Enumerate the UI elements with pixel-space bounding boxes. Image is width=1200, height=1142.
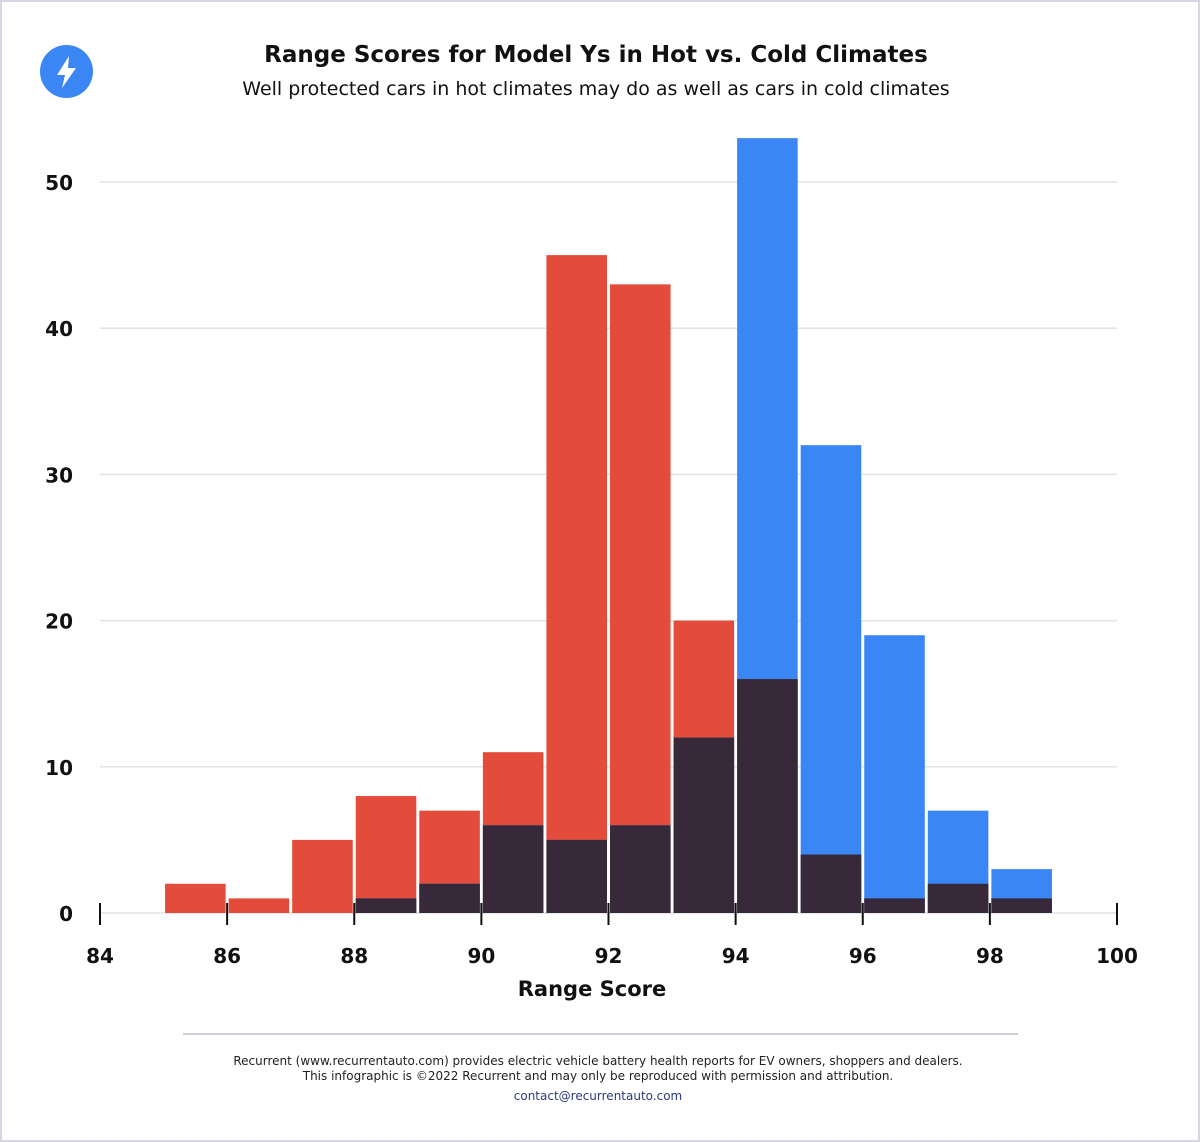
overlap-bar xyxy=(546,839,607,913)
y-tick-label: 20 xyxy=(45,610,73,634)
chart-subtitle: Well protected cars in hot climates may … xyxy=(242,78,950,100)
overlap-bar xyxy=(737,679,798,913)
y-tick-label: 0 xyxy=(59,902,73,926)
overlap-bar xyxy=(419,883,480,913)
x-tick-label: 94 xyxy=(722,944,750,968)
lightning-bolt-icon xyxy=(57,56,76,88)
hot-bar xyxy=(546,255,607,914)
overlap-bar xyxy=(482,825,544,913)
hot-bar xyxy=(355,796,417,913)
overlap-bar xyxy=(927,883,989,913)
x-tick-label: 90 xyxy=(467,944,495,968)
hot-bar xyxy=(228,898,290,913)
hot-bar xyxy=(165,883,226,913)
x-tick-label: 96 xyxy=(849,944,877,968)
y-tick-label: 30 xyxy=(45,463,73,487)
overlap-bar xyxy=(864,898,925,913)
y-tick-label: 50 xyxy=(45,171,73,195)
footer-line-1: Recurrent (www.recurrentauto.com) provid… xyxy=(233,1054,963,1068)
overlap-bar xyxy=(673,737,735,913)
contact-link[interactable]: contact@recurrentauto.com xyxy=(513,1089,683,1103)
cold-bar xyxy=(864,635,925,913)
overlap-bar xyxy=(800,854,862,913)
histogram-chart: 0 10 20 30 40 50 84 86 88 90 92 94 96 98 100 Range Scor… xyxy=(45,138,1138,1001)
overlap-bar xyxy=(355,898,417,913)
x-tick-label: 86 xyxy=(213,944,241,968)
chart-title: Range Scores for Model Ys in Hot vs. Col… xyxy=(264,42,928,68)
x-tick-label: 88 xyxy=(340,944,368,968)
x-tick-label: 84 xyxy=(86,944,114,968)
overlap-bar xyxy=(610,825,671,913)
x-tick-label: 98 xyxy=(976,944,1004,968)
y-tick-label: 10 xyxy=(45,756,73,780)
y-tick-label: 40 xyxy=(45,317,73,341)
hot-bar xyxy=(610,284,671,914)
x-tick-label: 92 xyxy=(595,944,623,968)
footer-divider xyxy=(183,1033,1018,1035)
hot-bar xyxy=(292,839,353,913)
overlap-bar xyxy=(991,898,1052,913)
x-tick-label: 100 xyxy=(1096,944,1138,968)
recurrent-logo xyxy=(40,45,93,98)
footer-line-2: This infographic is ©2022 Recurrent and … xyxy=(302,1069,894,1083)
x-axis-label: Range Score xyxy=(518,977,666,1001)
cold-bar xyxy=(800,445,862,913)
